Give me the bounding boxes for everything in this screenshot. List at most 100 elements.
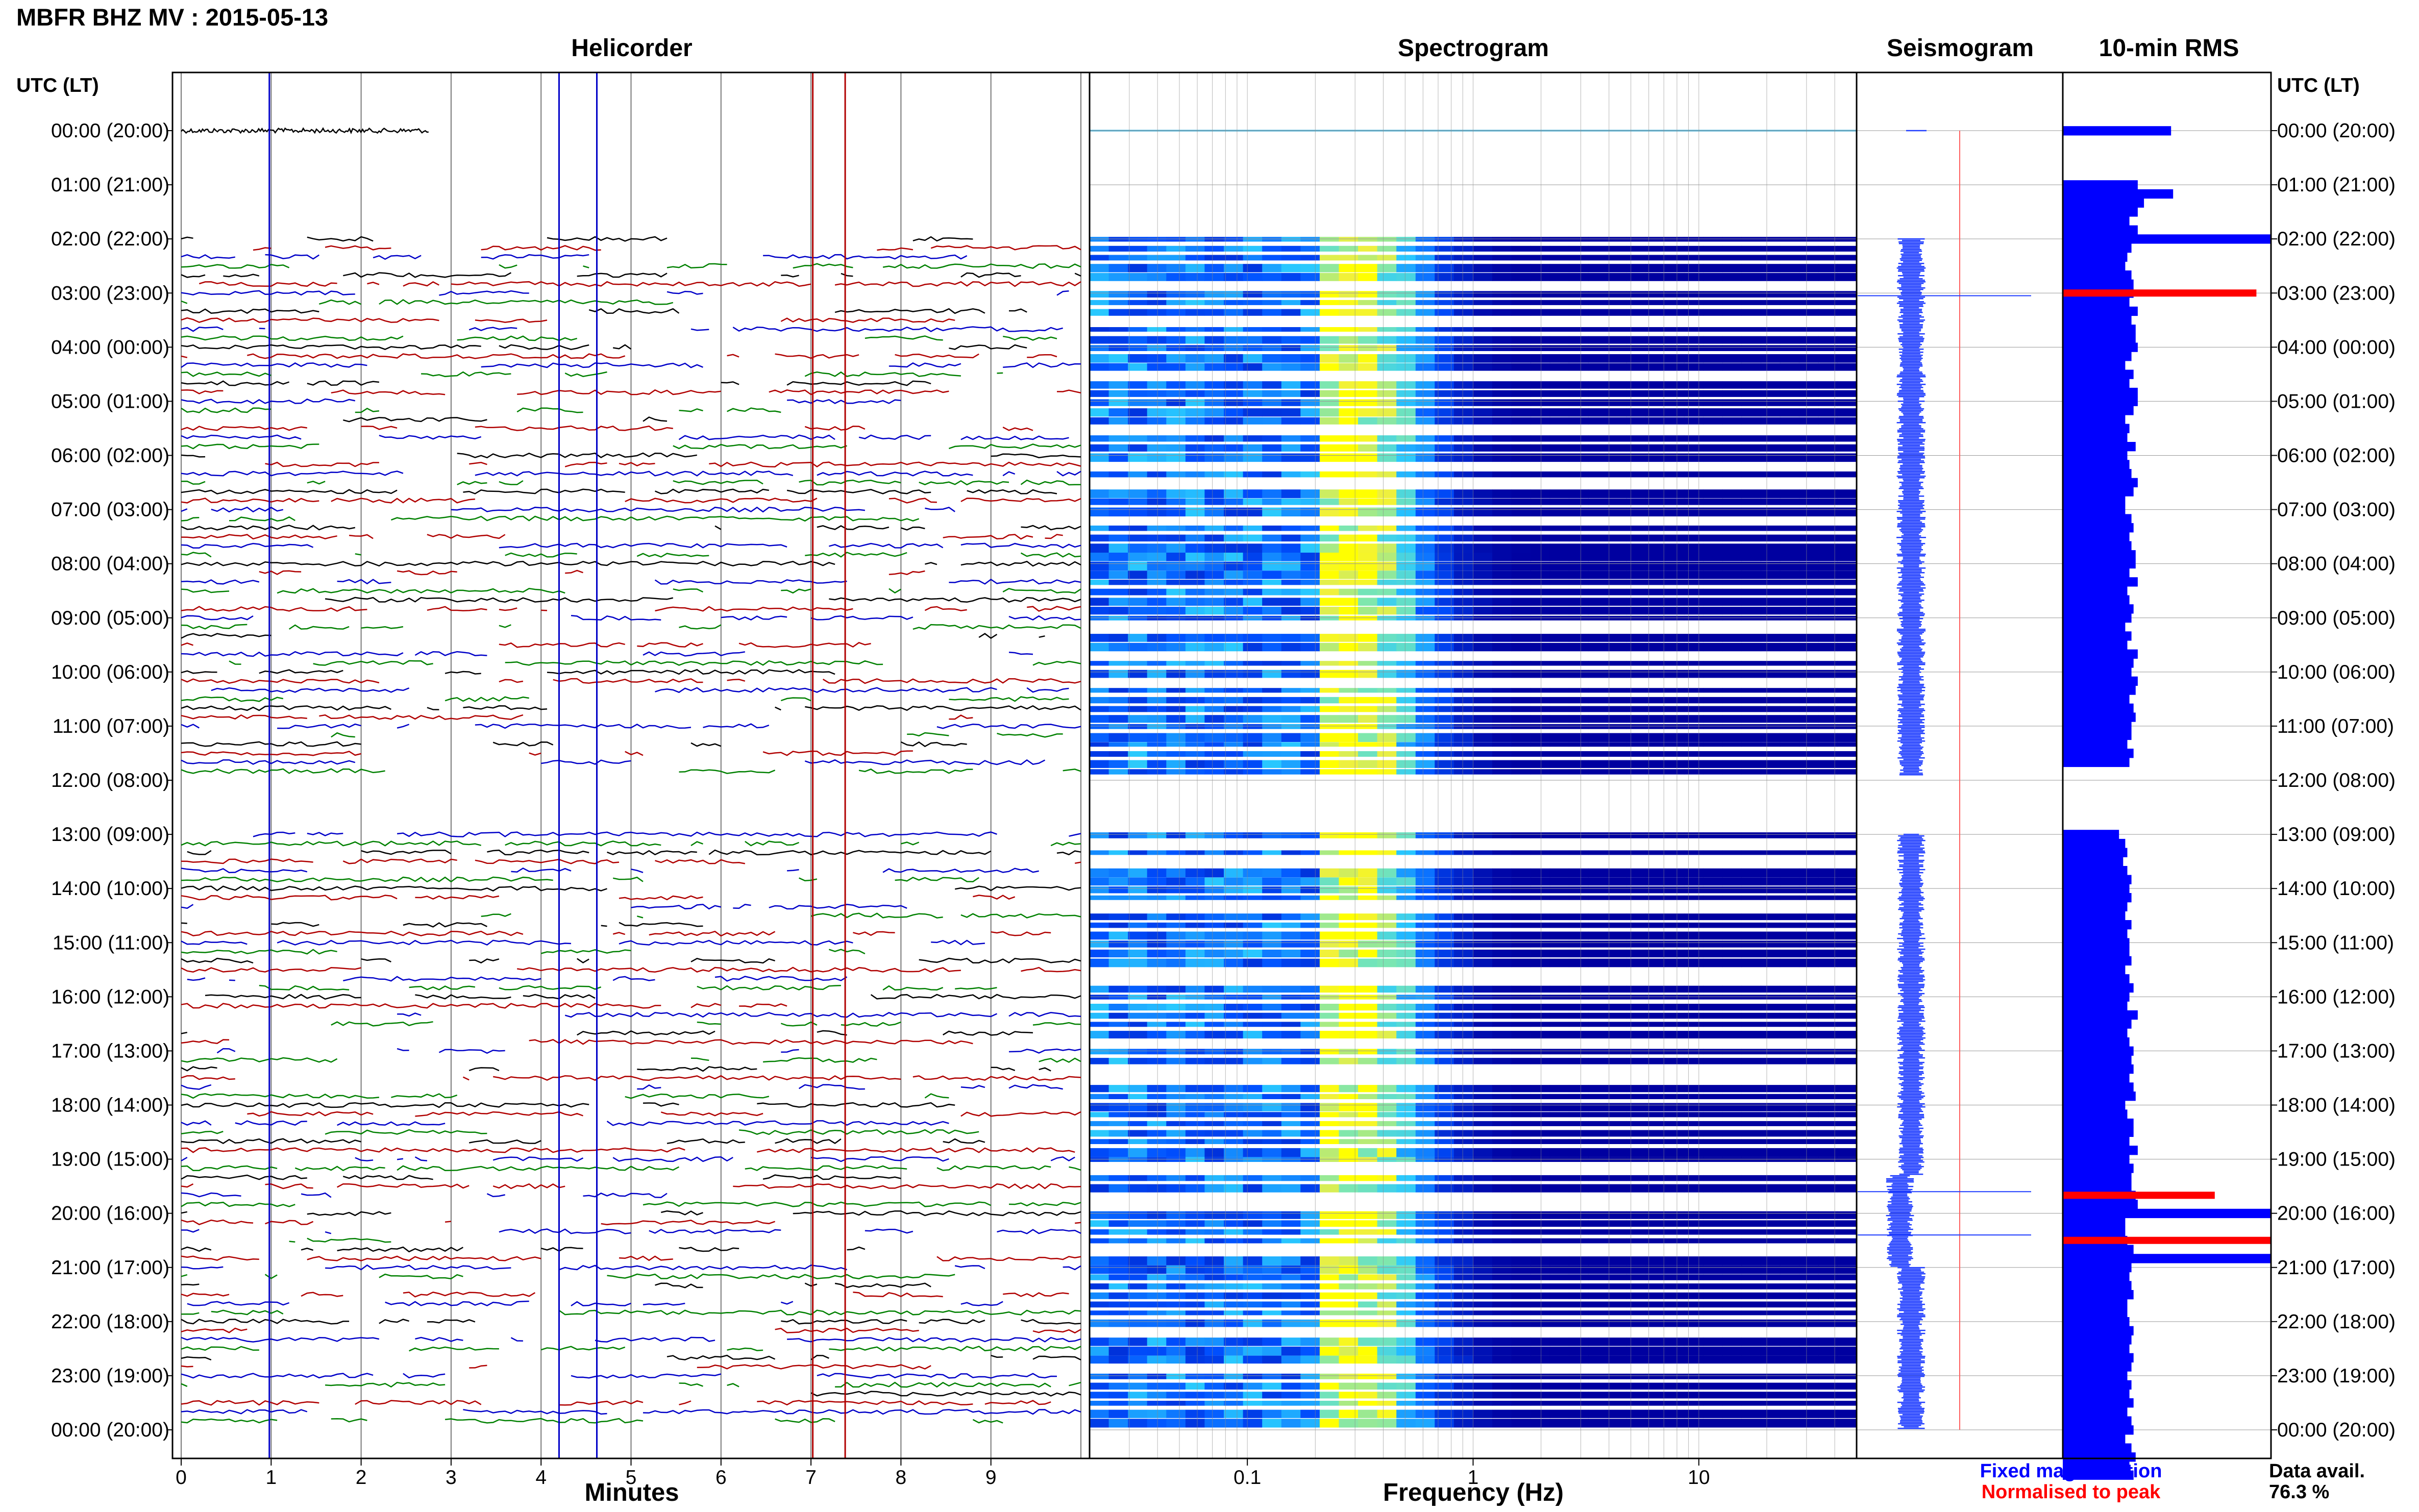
spectrogram-cell: [1166, 390, 1186, 397]
spectrogram-cell: [1780, 336, 1799, 344]
spectrogram-cell: [1108, 417, 1128, 425]
spectrogram-cell: [1722, 1112, 1742, 1118]
spectrogram-cell: [1300, 895, 1320, 900]
spectrogram-cell: [1319, 1346, 1339, 1356]
spectrogram-cell: [1204, 264, 1224, 272]
spectrogram-cell: [1224, 769, 1244, 775]
spectrogram-cell: [1645, 1283, 1665, 1290]
spectrogram-cell: [1090, 1211, 1109, 1219]
spectrogram-cell: [1108, 237, 1128, 242]
helicorder-trace: [181, 452, 1081, 459]
spectrogram-cell: [1511, 245, 1531, 252]
spectrogram-cell: [1722, 706, 1742, 712]
spectrogram-cell: [1645, 1148, 1665, 1157]
spectrogram-cell: [1128, 444, 1148, 452]
spectrogram-cell: [1780, 1103, 1799, 1111]
spectrogram-cell: [1780, 1004, 1799, 1011]
spectrogram-cell: [1665, 1319, 1685, 1327]
spectrogram-cell: [1492, 498, 1512, 505]
spectrogram-cell: [1722, 435, 1742, 442]
rms-bar: [2063, 189, 2174, 199]
spectrogram-cell: [1549, 1337, 1569, 1346]
spectrogram-cell: [1549, 724, 1569, 729]
spectrogram-cell: [1645, 877, 1665, 886]
spectrogram-cell: [1511, 498, 1531, 505]
spectrogram-cell: [1511, 850, 1531, 855]
spectrogram-cell: [1626, 751, 1646, 757]
spectrogram-cell: [1204, 697, 1224, 704]
spectrogram-cell: [1492, 742, 1512, 747]
spectrogram-cell: [1108, 642, 1128, 652]
helicorder-trace: [181, 1364, 931, 1370]
spectrogram-cell: [1761, 1022, 1781, 1027]
spectrogram-cell: [1665, 1031, 1685, 1038]
spectrogram-cell: [1818, 985, 1838, 993]
helicorder-trace: [181, 1354, 1081, 1361]
spectrogram-cell: [1549, 1094, 1569, 1099]
spectrogram-cell: [1569, 615, 1589, 621]
rms-bar: [2063, 387, 2138, 398]
spectrogram-cell: [1492, 1094, 1512, 1099]
helicorder-trace: [181, 1264, 1081, 1271]
spectrogram-cell: [1166, 1283, 1186, 1290]
spectrogram-cell: [1281, 1211, 1301, 1219]
spectrogram-cell: [1435, 498, 1454, 505]
spectrogram-cell: [1684, 1401, 1704, 1406]
spectrogram-cell: [1396, 489, 1416, 499]
spectrogram-panel: [1089, 71, 2271, 1459]
spectrogram-cell: [1569, 958, 1589, 968]
spectrogram-cell: [1761, 588, 1781, 596]
spectrogram-cell: [1204, 1283, 1224, 1290]
spectrogram-cell: [1339, 1175, 1359, 1181]
spectrogram-cell: [1108, 1175, 1128, 1181]
spectrogram-cell: [1453, 1112, 1473, 1118]
spectrogram-cell: [1396, 607, 1416, 615]
spectrogram-cell: [1300, 1265, 1320, 1274]
spectrogram-cell: [1204, 291, 1224, 298]
spectrogram-cell: [1090, 985, 1109, 993]
spectrogram-cell: [1511, 1121, 1531, 1126]
spectrogram-cell: [1319, 1058, 1339, 1064]
spectrogram-cell: [1128, 453, 1148, 462]
spectrogram-cell: [1090, 1012, 1109, 1019]
spectrogram-cell: [1453, 724, 1473, 729]
spectrogram-cell: [1665, 949, 1685, 958]
spectrogram-cell: [1090, 615, 1109, 621]
rms-bar: [2063, 487, 2134, 497]
spectrogram-cell: [1549, 1401, 1569, 1406]
spectrogram-cell: [1665, 850, 1685, 855]
spectrogram-cell: [1473, 1112, 1493, 1118]
spectrogram-cell: [1684, 949, 1704, 958]
spectrogram-cell: [1185, 769, 1205, 775]
spectrogram-cell: [1684, 507, 1704, 516]
spectrogram-cell: [1569, 417, 1589, 425]
spectrogram-cell: [1108, 1058, 1128, 1064]
spectrogram-cell: [1300, 832, 1320, 838]
spectrogram-cell: [1799, 1355, 1819, 1364]
spectrogram-cell: [1531, 724, 1550, 729]
spectrogram-cell: [1281, 949, 1301, 958]
spectrogram-cell: [1262, 1175, 1282, 1181]
spectrogram-cell: [1645, 390, 1665, 397]
spectrogram-cell: [1377, 1112, 1397, 1118]
spectrogram-cell: [1358, 390, 1378, 397]
spectrogram-cell: [1204, 1382, 1224, 1390]
spectrogram-cell: [1511, 751, 1531, 757]
spectrogram-cell: [1435, 553, 1454, 561]
spectrogram-cell: [1799, 1112, 1819, 1118]
spectrogram-cell: [1319, 354, 1339, 363]
spectrogram-cell: [1684, 940, 1704, 948]
spectrogram-cell: [1396, 895, 1416, 900]
spectrogram-cell: [1645, 444, 1665, 452]
spectrogram-cell: [1799, 300, 1819, 305]
spectrogram-cell: [1818, 940, 1838, 948]
spectrogram-cell: [1108, 1112, 1128, 1118]
helicorder-trace: [181, 1336, 1081, 1343]
spectrogram-cell: [1607, 525, 1627, 531]
spectrogram-cell: [1703, 724, 1723, 729]
spectrogram-cell: [1531, 1058, 1550, 1064]
spectrogram-cell: [1473, 1401, 1493, 1406]
spectrogram-cell: [1090, 1148, 1109, 1157]
spectrogram-cell: [1204, 868, 1224, 878]
spectrogram-cell: [1761, 381, 1781, 389]
